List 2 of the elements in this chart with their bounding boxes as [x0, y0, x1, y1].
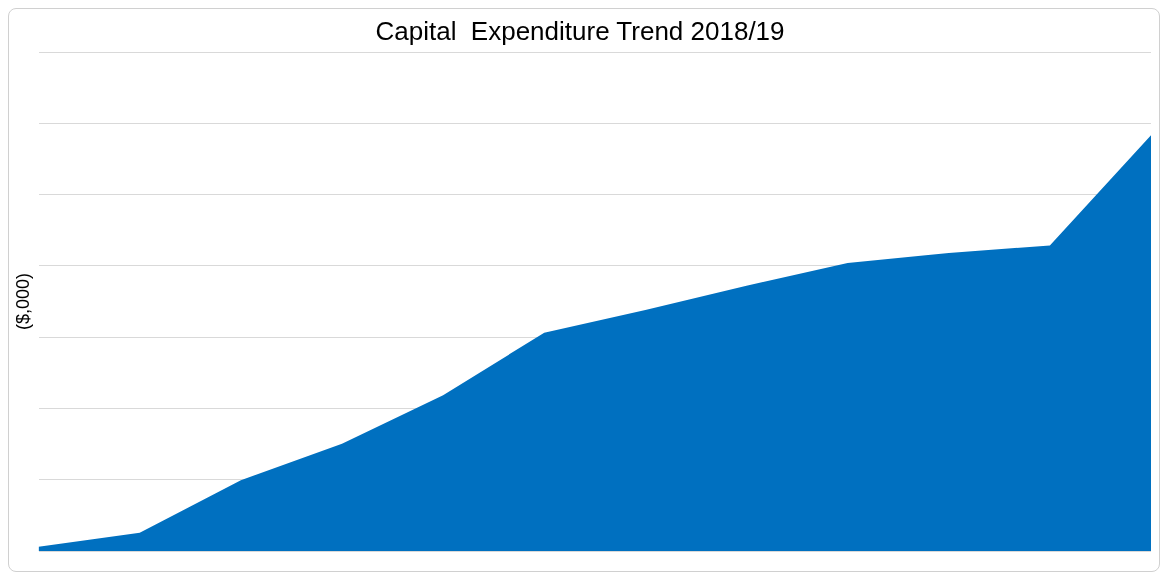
y-axis-title: ($,000)	[12, 273, 33, 331]
chart-title: Capital Expenditure Trend 2018/19	[375, 15, 785, 46]
